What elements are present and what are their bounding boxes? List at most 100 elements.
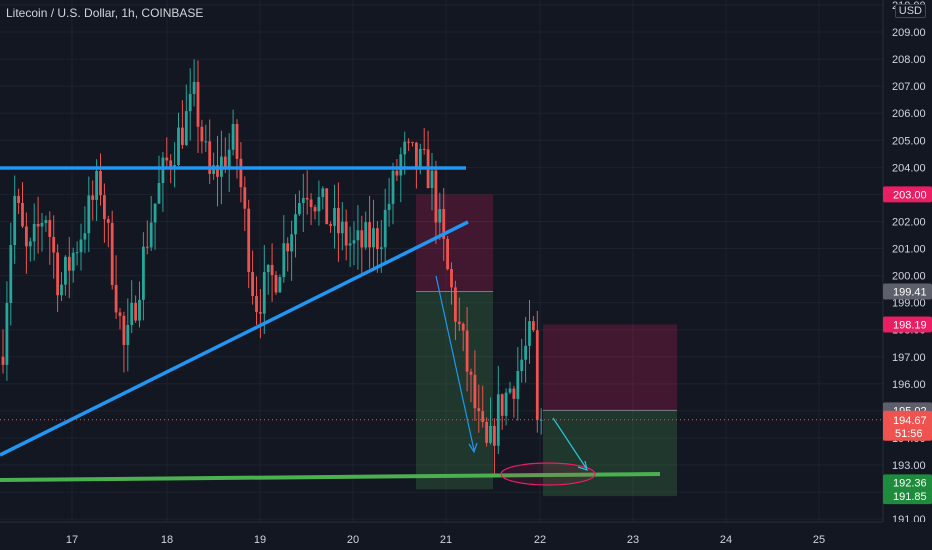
current-price-label: 194.67 (893, 415, 927, 427)
candle-body (142, 246, 145, 300)
candle-body (481, 411, 485, 423)
candle-body (145, 246, 149, 248)
candle-body (87, 195, 91, 234)
candle-body (208, 141, 212, 174)
candle-body (309, 199, 313, 208)
symbol-title: Litecoin / U.S. Dollar, 1h, COINBASE (6, 6, 204, 20)
candle-body (516, 371, 520, 399)
candle-body (95, 171, 98, 200)
ascending-trendline (0, 220, 469, 457)
candle-body (489, 425, 492, 443)
candle-body (446, 238, 449, 270)
countdown-label: 51:56 (895, 428, 923, 440)
candle-body (32, 223, 36, 242)
candle-body (25, 226, 28, 247)
candle-body (454, 287, 457, 322)
candle-body (118, 312, 122, 316)
candle-body (177, 127, 180, 166)
short-target-zone-2 (543, 410, 677, 497)
candle-body (239, 158, 243, 188)
candle-body (5, 302, 9, 365)
candle-body (387, 203, 391, 210)
price-tick-label: 196.00 (892, 379, 926, 391)
candle-body (399, 154, 403, 176)
candle-body (262, 272, 266, 314)
price-axis-labels: 191.00192.00193.00194.00195.00196.00197.… (883, 0, 932, 526)
candle-body (376, 228, 379, 250)
candle-body (379, 247, 383, 250)
candle-body (290, 234, 293, 252)
candle-body (329, 224, 332, 226)
candle-body (500, 394, 504, 416)
candle-body (477, 408, 481, 412)
time-axis-bg (0, 522, 932, 550)
candle-body (391, 170, 395, 204)
candle-body (313, 207, 317, 212)
candle-body (134, 302, 137, 321)
candle-body (535, 330, 539, 420)
candle-body (473, 374, 477, 409)
candle-body (356, 230, 360, 241)
candle-body (301, 197, 305, 203)
time-tick-label: 21 (440, 534, 452, 546)
candle-body (278, 277, 282, 293)
candle-body (266, 264, 270, 273)
target-ellipse (500, 462, 596, 486)
candle-body (465, 330, 469, 372)
price-tag-label: 192.36 (893, 477, 927, 489)
candle-body (79, 239, 83, 253)
candle-body (83, 233, 87, 240)
candle-body (173, 165, 176, 167)
candle-body (430, 170, 434, 189)
price-tag (883, 283, 932, 300)
time-tick-label: 24 (720, 534, 732, 546)
price-tick-label: 208.00 (892, 54, 926, 66)
currency-badge[interactable]: USD (894, 4, 926, 18)
candles (1, 59, 543, 474)
price-tag-label: 199.41 (893, 287, 927, 299)
candle-body (403, 141, 407, 155)
time-tick-label: 19 (254, 534, 266, 546)
candle-body (48, 220, 52, 237)
price-tick-label: 204.00 (892, 162, 926, 174)
candle-body (493, 425, 496, 446)
candle-body (64, 256, 67, 285)
support-line (0, 472, 661, 482)
candle-body (298, 202, 301, 215)
grid (0, 0, 883, 522)
price-tag (883, 186, 932, 203)
price-tick-label: 199.00 (892, 298, 926, 310)
candle-body (52, 236, 56, 253)
time-tick-label: 20 (347, 534, 359, 546)
candle-body (247, 208, 251, 273)
candle-body (200, 126, 204, 142)
time-tick-label: 22 (534, 534, 546, 546)
candle-body (504, 392, 508, 416)
price-tag-label: 198.19 (893, 320, 927, 332)
candle-body (286, 243, 290, 252)
candle-body (243, 187, 247, 209)
candle-body (122, 315, 126, 345)
price-tick-label: 209.00 (892, 27, 926, 39)
candle-body (337, 207, 340, 234)
time-tick-label: 17 (66, 534, 78, 546)
candle-body (360, 230, 364, 248)
candle-body (17, 195, 20, 203)
candle-body (103, 195, 106, 220)
price-axis-bg (883, 0, 932, 550)
candle-body (21, 202, 24, 227)
candle-body (485, 422, 488, 443)
candle-body (28, 241, 32, 247)
candle-body (13, 195, 17, 246)
candle-body (161, 157, 165, 184)
candle-body (227, 149, 231, 170)
candle-body (204, 141, 208, 143)
candle-body (71, 252, 75, 271)
candle-body (524, 345, 527, 360)
candle-body (450, 269, 453, 288)
candle-body (415, 142, 418, 168)
candle-body (422, 148, 426, 150)
